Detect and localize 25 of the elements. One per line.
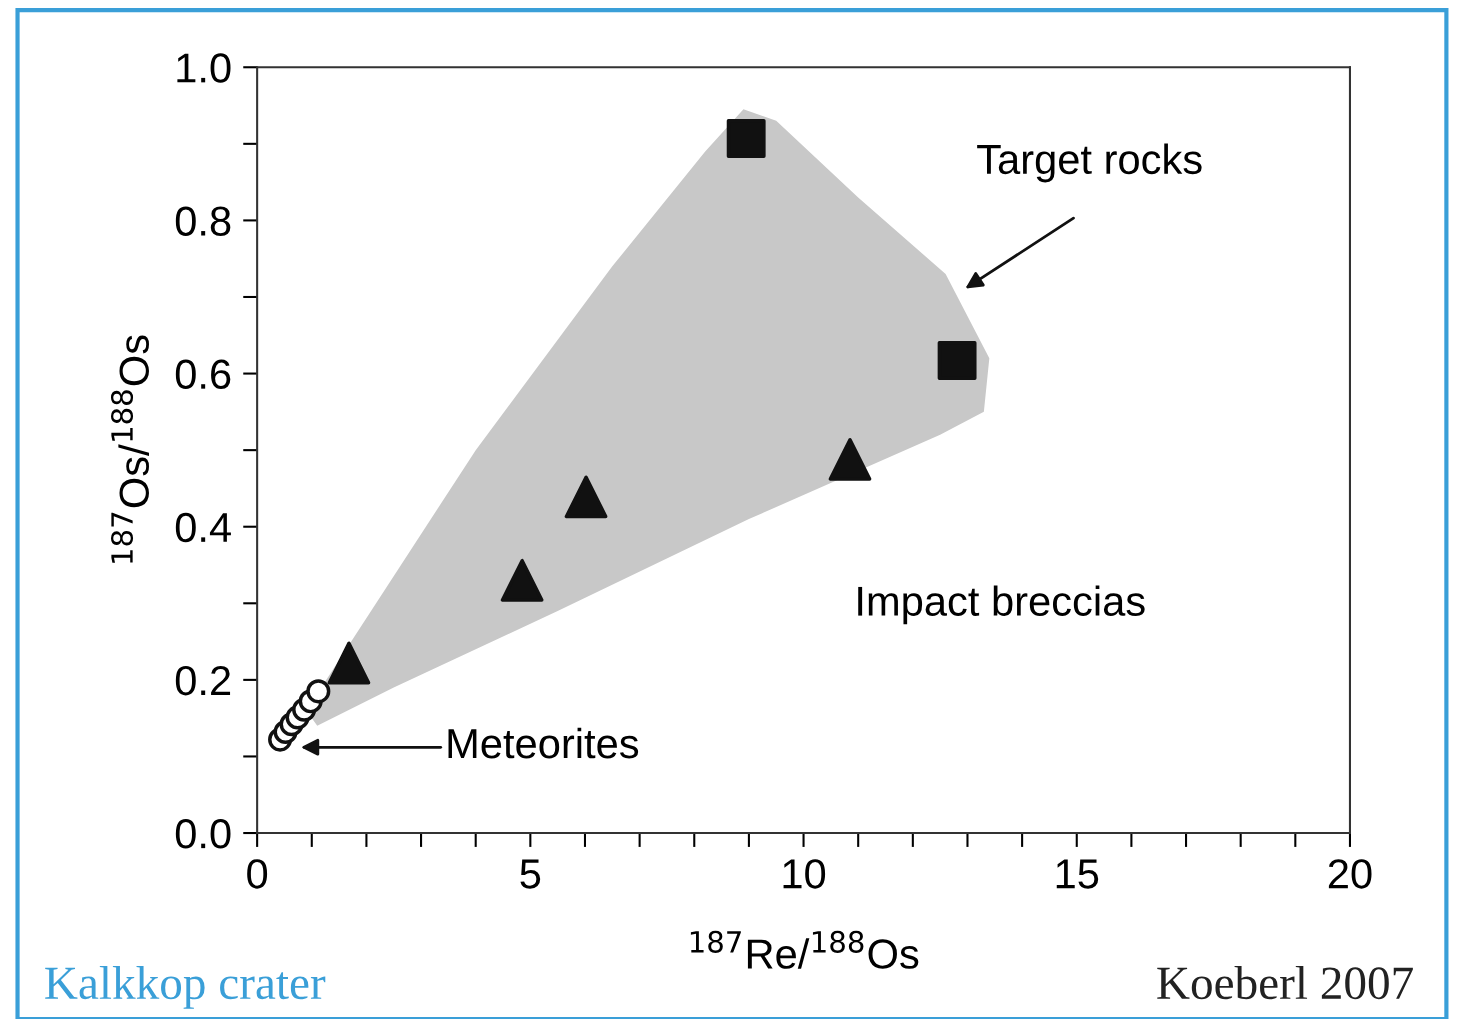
x-tick-label: 15 [1056, 859, 1099, 889]
point [306, 679, 331, 704]
annotation: Meteorites [448, 727, 639, 759]
y-tick-label: 0.2 [175, 665, 231, 696]
x-tick-label: 20 [1328, 859, 1372, 889]
annotation: Impact breccias [858, 585, 1145, 625]
annotation: Target rocks [977, 143, 1202, 183]
x-tick-label: 10 [783, 859, 826, 889]
point [726, 119, 766, 158]
y-tick-label: 1.0 [177, 53, 231, 83]
y-tick-label: 0.4 [175, 512, 231, 543]
text: Kalkkop crater [45, 965, 326, 1009]
y-tick-label: 0.6 [175, 359, 231, 390]
point [937, 341, 977, 380]
point [828, 437, 872, 481]
x-tick-label: 0 [247, 859, 268, 889]
y-tick-label: 0.8 [175, 206, 231, 236]
point [327, 641, 371, 685]
x-axis-title: $^{187}$Re/$^{188}$Os [690, 930, 919, 969]
point [500, 558, 544, 602]
y-tick-label: 0.0 [175, 819, 231, 849]
x-tick-label: 5 [520, 859, 541, 889]
y-axis-title: $^{187}$Os/$^{188}$Os [110, 335, 149, 563]
text: Koeberl 2007 [1157, 965, 1413, 1000]
point [564, 475, 608, 519]
